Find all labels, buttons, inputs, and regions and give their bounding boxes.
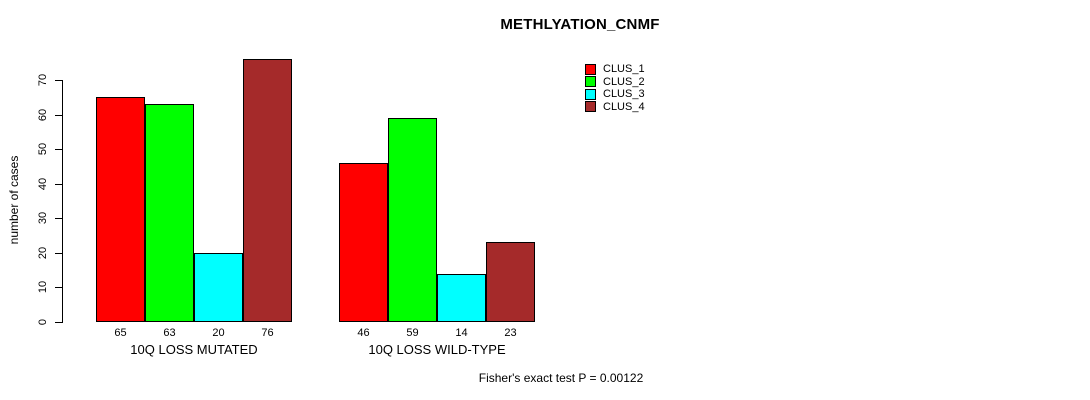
y-tick-mark: [55, 253, 62, 254]
legend-label: CLUS_4: [603, 100, 645, 113]
bar-clus_2-group1: [145, 104, 194, 322]
bar-value-label: 46: [357, 327, 370, 339]
bar-clus_2-group2: [388, 118, 437, 322]
bar-value-label: 20: [212, 327, 225, 339]
bar-value-label: 23: [504, 327, 517, 339]
x-group-label-mutated: 10Q LOSS MUTATED: [130, 342, 258, 357]
bar-clus_4-group2: [486, 242, 535, 322]
x-group-label-wildtype: 10Q LOSS WILD-TYPE: [368, 342, 506, 357]
y-tick-mark: [55, 115, 62, 116]
legend-label: CLUS_1: [603, 63, 645, 76]
y-tick-label: 50: [37, 142, 49, 156]
y-tick-label: 10: [37, 280, 49, 294]
legend-swatch: [585, 88, 596, 100]
legend-label: CLUS_2: [603, 75, 645, 88]
bar-value-label: 65: [114, 327, 127, 339]
y-tick-mark: [55, 218, 62, 219]
bar-clus_1-group2: [339, 163, 388, 322]
y-tick-mark: [55, 80, 62, 81]
y-tick-label: 20: [37, 246, 49, 260]
legend-swatch: [585, 63, 596, 75]
bar-value-label: 59: [406, 327, 419, 339]
y-axis-line: [62, 80, 63, 323]
legend-swatch: [585, 76, 596, 88]
bar-value-label: 14: [455, 327, 468, 339]
bar-value-label: 76: [261, 327, 274, 339]
legend: CLUS_1 CLUS_2 CLUS_3 CLUS_4: [585, 63, 645, 113]
y-tick-label: 60: [37, 108, 49, 122]
y-tick-mark: [55, 149, 62, 150]
y-tick-mark: [55, 322, 62, 323]
bar-clus_4-group1: [243, 59, 292, 322]
chart-title: METHLYATION_CNMF: [500, 16, 660, 33]
legend-item-clus_2: CLUS_2: [585, 76, 645, 89]
annotation-text: Fisher's exact test P = 0.00122: [478, 371, 644, 385]
y-tick-mark: [55, 184, 62, 185]
bar-value-label: 63: [163, 327, 176, 339]
legend-item-clus_4: CLUS_4: [585, 101, 645, 114]
y-tick-mark: [55, 287, 62, 288]
legend-item-clus_1: CLUS_1: [585, 63, 645, 76]
bar-clus_3-group2: [437, 274, 486, 322]
y-tick-label: 0: [37, 318, 49, 326]
y-tick-label: 40: [37, 177, 49, 191]
y-tick-label: 70: [37, 73, 49, 87]
legend-item-clus_3: CLUS_3: [585, 88, 645, 101]
bar-clus_1-group1: [96, 97, 145, 322]
legend-label: CLUS_3: [603, 88, 645, 101]
bar-clus_3-group1: [194, 253, 243, 322]
legend-swatch: [585, 101, 596, 113]
y-axis-label: number of cases: [7, 155, 21, 245]
y-tick-label: 30: [37, 211, 49, 225]
